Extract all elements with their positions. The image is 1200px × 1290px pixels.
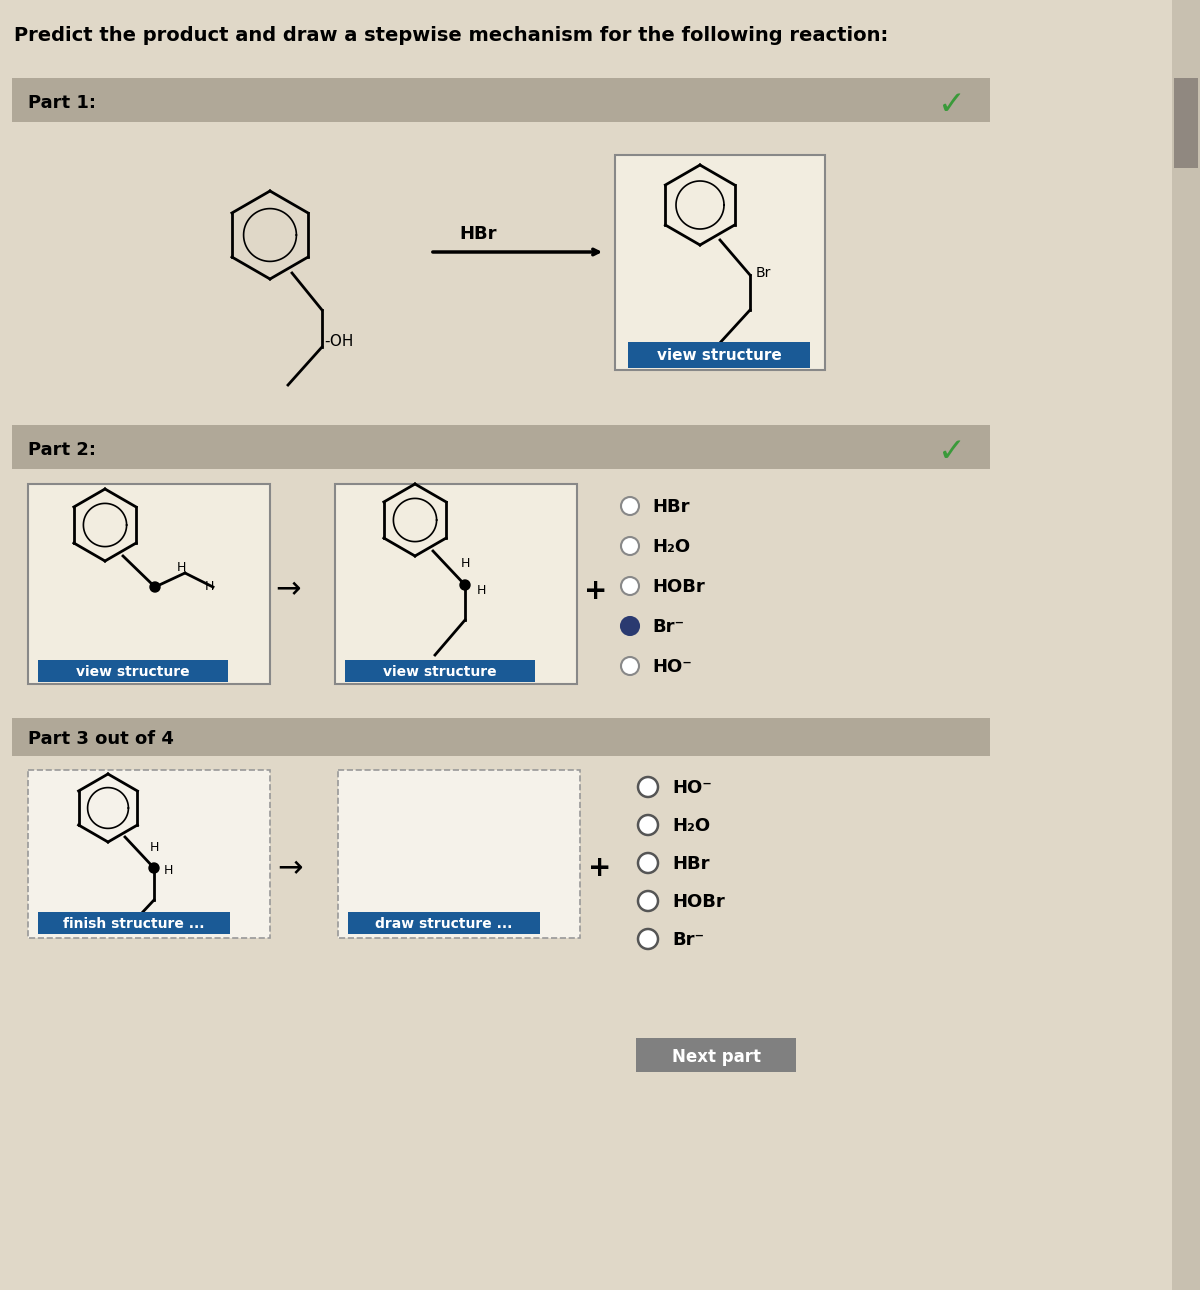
Text: H: H [204,580,214,593]
Text: HBr: HBr [672,855,709,873]
Text: HOBr: HOBr [672,893,725,911]
Circle shape [149,863,158,873]
Text: →: → [277,854,302,882]
Text: Predict the product and draw a stepwise mechanism for the following reaction:: Predict the product and draw a stepwise … [14,26,888,45]
Text: HBr: HBr [460,224,497,243]
Circle shape [150,582,160,592]
Bar [338,770,580,938]
Text: Br: Br [756,266,772,280]
Text: view structure: view structure [76,666,190,679]
Text: H: H [164,863,173,876]
Circle shape [622,657,640,675]
Text: Part 1:: Part 1: [28,94,96,112]
Bar [348,912,540,934]
Circle shape [622,577,640,595]
Text: view structure: view structure [656,348,781,362]
Bar [346,660,535,682]
Circle shape [622,617,640,635]
Text: HO⁻: HO⁻ [652,658,692,676]
Text: Part 2:: Part 2: [28,441,96,459]
Text: H: H [149,841,158,854]
Circle shape [638,815,658,835]
Text: H₂O: H₂O [652,538,690,556]
Text: draw structure ...: draw structure ... [376,917,512,931]
Bar [12,424,990,470]
Circle shape [622,497,640,515]
Bar [28,770,270,938]
Text: HOBr: HOBr [652,578,704,596]
Circle shape [638,891,658,911]
Text: -OH: -OH [324,334,353,350]
Text: H₂O: H₂O [672,817,710,835]
Bar [1172,0,1200,1290]
Text: HO⁻: HO⁻ [672,779,712,797]
Circle shape [460,580,470,590]
Text: +: + [588,854,612,882]
Text: H: H [461,557,469,570]
Bar [12,77,990,123]
Circle shape [638,853,658,873]
Text: Br⁻: Br⁻ [652,618,684,636]
Bar [1174,77,1198,168]
Text: +: + [584,577,607,605]
Circle shape [622,537,640,555]
Bar [12,719,990,756]
Bar [335,484,577,684]
Text: view structure: view structure [383,666,497,679]
Circle shape [638,929,658,949]
Text: →: → [275,575,301,604]
Bar [616,155,826,370]
Text: H: H [478,583,486,596]
Text: Br⁻: Br⁻ [672,931,704,949]
Bar [636,1038,796,1072]
Text: ✓: ✓ [938,435,966,468]
Text: finish structure ...: finish structure ... [64,917,205,931]
Text: Next part: Next part [672,1047,761,1066]
Text: ✓: ✓ [938,88,966,121]
Text: HBr: HBr [652,498,690,516]
Text: Part 3 out of 4: Part 3 out of 4 [28,730,174,748]
Text: H: H [176,561,186,574]
Bar [38,912,230,934]
Bar [28,484,270,684]
Circle shape [638,777,658,797]
Bar [628,342,810,368]
Bar [38,660,228,682]
